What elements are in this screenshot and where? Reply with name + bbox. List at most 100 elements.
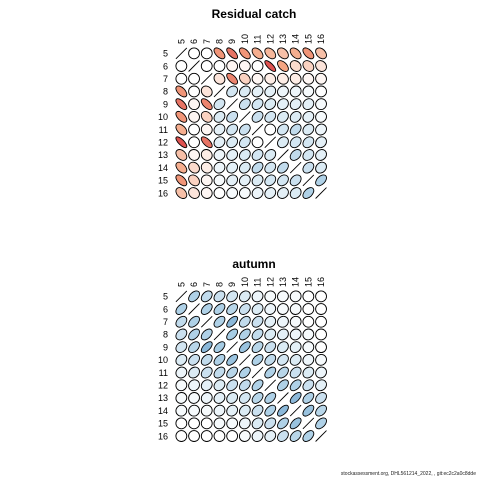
correlation-ellipse: [302, 60, 315, 72]
correlation-ellipse: [175, 341, 188, 354]
correlation-ellipse: [289, 60, 302, 72]
correlation-ellipse: [175, 187, 188, 199]
correlation-ellipse: [302, 85, 315, 98]
correlation-ellipse: [175, 161, 188, 174]
correlation-ellipse: [226, 149, 239, 161]
correlation-ellipse: [302, 47, 315, 60]
correlation-ellipse: [289, 85, 302, 98]
correlation-ellipse: [264, 366, 277, 379]
column-label: 11: [253, 35, 263, 44]
correlation-ellipse: [188, 85, 200, 98]
diagonal-mark: [200, 72, 213, 85]
correlation-ellipse: [200, 353, 213, 366]
correlation-ellipse: [175, 315, 188, 328]
correlation-ellipse: [302, 303, 315, 315]
residual-catch-title: Residual catch: [212, 7, 297, 21]
correlation-ellipse: [289, 136, 302, 149]
residual-catch-panel: Residual catch 5 6 7 8 9 10 11 12 13 14 15 16567891…: [158, 7, 327, 199]
correlation-ellipse: [302, 110, 315, 123]
column-label: 6: [189, 39, 199, 44]
row-label: 16: [158, 431, 168, 441]
diagonal-mark: [251, 366, 264, 379]
correlation-ellipse: [188, 123, 200, 136]
correlation-ellipse: [302, 366, 315, 379]
correlation-ellipse: [315, 110, 327, 123]
correlation-ellipse: [289, 341, 302, 354]
correlation-ellipse: [200, 123, 213, 136]
correlation-ellipse: [251, 417, 264, 430]
column-label: 16: [316, 277, 326, 287]
row-label: 7: [163, 317, 168, 327]
column-label: 15: [303, 277, 313, 287]
row-label: 5: [163, 49, 168, 59]
correlation-ellipse: [251, 392, 264, 404]
correlation-ellipse: [251, 430, 264, 442]
correlation-ellipse: [175, 392, 188, 404]
correlation-ellipse: [188, 417, 200, 430]
correlation-ellipse: [277, 161, 289, 174]
correlation-ellipse: [226, 174, 239, 187]
diagonal-mark: [302, 174, 315, 187]
correlation-ellipse: [277, 47, 289, 60]
correlation-ellipse: [264, 430, 277, 442]
diagonal-mark: [188, 60, 200, 72]
column-label: 14: [291, 277, 301, 287]
correlation-ellipse: [289, 149, 302, 161]
correlation-ellipse: [238, 404, 251, 417]
correlation-ellipse: [251, 110, 264, 123]
row-label: 10: [158, 355, 168, 365]
correlation-ellipse: [175, 353, 188, 366]
diagonal-mark: [213, 85, 226, 98]
row-label: 14: [158, 406, 168, 416]
correlation-ellipse: [251, 60, 264, 72]
column-label: 16: [316, 34, 326, 44]
row-label: 13: [158, 393, 168, 403]
diagonal-mark: [289, 404, 302, 417]
row-label: 5: [163, 292, 168, 302]
correlation-ellipse: [264, 98, 277, 111]
correlation-ellipse: [315, 136, 327, 149]
correlation-ellipse: [213, 149, 226, 161]
correlation-ellipse: [188, 404, 200, 417]
row-label: 14: [158, 163, 168, 173]
diagonal-mark: [264, 379, 277, 392]
correlation-ellipse: [188, 392, 200, 404]
correlation-ellipse: [213, 290, 226, 303]
correlation-ellipse: [200, 417, 213, 430]
correlation-ellipse: [277, 110, 289, 123]
correlation-ellipse: [175, 430, 188, 442]
diagonal-mark: [226, 98, 238, 110]
correlation-ellipse: [302, 98, 315, 111]
diagonal-mark: [315, 187, 327, 199]
correlation-ellipse: [315, 123, 327, 136]
correlation-ellipse: [277, 85, 289, 98]
correlation-ellipse: [238, 72, 251, 85]
correlation-ellipse: [289, 187, 302, 199]
column-label: 9: [227, 39, 237, 44]
correlation-ellipse: [264, 303, 277, 315]
correlation-ellipse: [315, 417, 327, 430]
correlation-ellipse: [289, 110, 302, 123]
diagonal-mark: [315, 430, 327, 442]
correlation-ellipse: [302, 392, 315, 404]
diagonal-mark: [226, 341, 238, 353]
correlation-ellipse: [277, 72, 289, 85]
correlation-ellipse: [213, 187, 226, 199]
column-label: 7: [202, 39, 212, 44]
row-label: 16: [158, 188, 168, 198]
correlation-ellipse: [277, 136, 289, 149]
correlation-ellipse: [289, 174, 302, 187]
correlation-ellipse: [302, 379, 315, 392]
correlation-ellipse: [213, 47, 226, 60]
correlation-ellipse: [238, 136, 251, 149]
correlation-ellipse: [175, 366, 188, 379]
row-label: 11: [159, 125, 168, 135]
column-label: 13: [278, 34, 288, 44]
column-label: 12: [265, 277, 275, 287]
row-label: 7: [163, 74, 168, 84]
correlation-ellipse: [226, 392, 239, 404]
correlation-ellipse: [188, 136, 200, 149]
correlation-ellipse: [175, 60, 188, 72]
correlation-ellipse: [226, 290, 239, 303]
correlation-ellipse: [226, 366, 239, 379]
